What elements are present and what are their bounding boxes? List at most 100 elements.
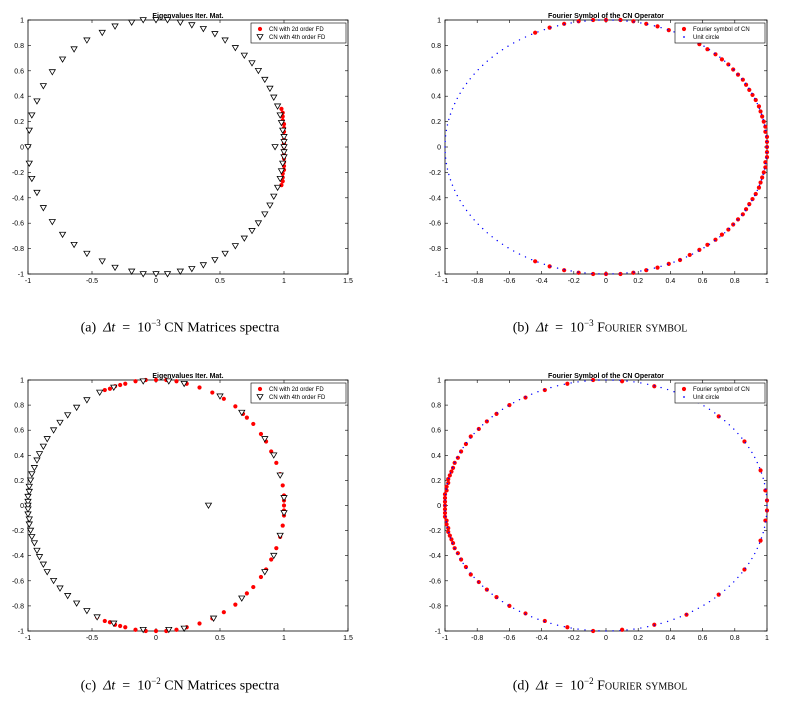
unit-circle-point [496, 597, 498, 599]
unit-circle-point [584, 380, 586, 382]
unit-circle-point [760, 113, 763, 115]
triangle-point [33, 98, 41, 105]
unit-circle-point [756, 547, 758, 550]
unit-circle-point [605, 630, 607, 632]
chart-title: Eigenvalues Iter. Mat. [152, 13, 223, 20]
dot-point [133, 379, 138, 384]
dot-point [174, 379, 179, 384]
triangle-point [280, 510, 288, 517]
triangle-point [98, 258, 106, 265]
triangle-point [238, 409, 246, 417]
unit-circle-point [469, 437, 471, 439]
triangle-point [221, 37, 229, 44]
dot-point [258, 431, 264, 437]
unit-circle-point [454, 547, 456, 550]
legend-box [674, 382, 766, 404]
unit-circle-point [451, 108, 454, 110]
dot-point [447, 533, 452, 538]
dot-point [756, 104, 762, 109]
unit-circle-point [660, 26, 662, 29]
unit-circle-point [598, 630, 600, 632]
triangle-point [139, 17, 147, 24]
y-tick-label: -0.2 [12, 528, 24, 535]
triangle-point [83, 37, 91, 44]
series-1 [444, 379, 768, 632]
unit-circle-point [518, 398, 521, 401]
legend-label: CN with 2d order FD [269, 387, 324, 393]
dot-point [133, 627, 138, 632]
unit-circle-point [563, 383, 566, 385]
x-tick-label: -0.5 [86, 278, 98, 285]
x-tick-label: -0.6 [503, 635, 515, 642]
triangle-point [25, 160, 33, 167]
triangle-point [83, 608, 91, 615]
unit-circle-point [763, 168, 766, 170]
triangle-point [139, 271, 147, 278]
unit-circle-point [666, 388, 669, 391]
triangle-point [211, 31, 219, 38]
y-tick-label: -0.8 [12, 603, 24, 610]
x-tick-label: 1 [765, 635, 769, 642]
unit-circle-point [697, 250, 700, 252]
dot-point [244, 591, 249, 596]
unit-circle-point [612, 19, 614, 21]
unit-circle-point [550, 622, 552, 625]
triangle-point [176, 268, 185, 275]
triangle-point [24, 502, 32, 509]
unit-circle-point [697, 607, 700, 610]
dot-point [221, 610, 226, 615]
triangle-point [35, 554, 44, 561]
unit-circle-point [744, 442, 747, 444]
dot-point [655, 24, 660, 29]
unit-circle-point [444, 151, 446, 154]
triangle-point [30, 540, 39, 547]
unit-circle-point [765, 135, 768, 137]
unit-circle-point [491, 236, 493, 238]
triangle-point [63, 412, 72, 419]
triangle-point [25, 521, 33, 528]
unit-circle-point [758, 467, 761, 469]
unit-circle-point [481, 424, 484, 426]
x-tick-label: -0.8 [471, 635, 483, 642]
dot-point [758, 180, 763, 185]
dot-point [244, 415, 249, 420]
unit-circle-point [660, 265, 662, 268]
dot-point [446, 525, 451, 531]
dot-point [442, 514, 448, 519]
unit-circle-point [491, 56, 493, 58]
unit-circle-point [737, 432, 739, 435]
dot-point [251, 421, 256, 427]
unit-circle-point [646, 23, 649, 26]
unit-circle-point [640, 382, 642, 384]
x-tick-label: 0.2 [633, 278, 643, 285]
triangle-point [95, 389, 104, 397]
unit-circle-point [501, 49, 504, 51]
dot-point [761, 170, 766, 175]
unit-circle-point [708, 49, 711, 51]
triangle-point [276, 532, 284, 540]
y-tick-label: -1 [18, 272, 24, 279]
unit-circle-point [633, 271, 635, 273]
unit-circle-point [537, 261, 539, 263]
chart-1: Fourier Symbol of the CN Operator -1 -0.8 -… [429, 13, 770, 285]
dot-point [523, 395, 528, 400]
unit-circle-point [766, 504, 768, 507]
unit-circle-point [733, 428, 735, 430]
dot-point [197, 621, 202, 626]
unit-circle-point [605, 273, 607, 275]
unit-circle-point [448, 477, 450, 480]
triangle-point [254, 220, 263, 227]
unit-circle-point [550, 386, 552, 389]
dot-point [153, 628, 159, 634]
dot-point [442, 510, 448, 516]
x-tick-label: -0.5 [86, 635, 98, 642]
y-tick-label: -0.8 [429, 603, 441, 610]
unit-circle-point [477, 581, 479, 583]
unit-circle-point [691, 610, 694, 613]
triangle-point [48, 219, 57, 226]
unit-circle-point [763, 124, 766, 126]
unit-circle-point [530, 393, 533, 395]
dot-point [444, 484, 449, 489]
dot-point [446, 477, 451, 482]
triangle-point [56, 585, 64, 592]
